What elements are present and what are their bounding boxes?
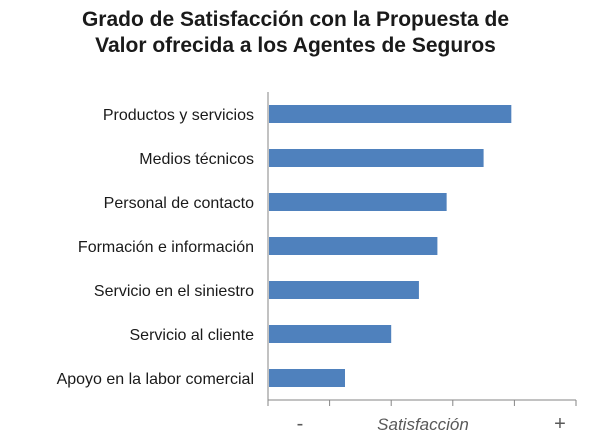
category-label: Medios técnicos <box>139 151 254 168</box>
x-axis-max-label: + <box>554 413 566 435</box>
x-axis-min-label: - <box>297 413 304 435</box>
category-label: Servicio al cliente <box>130 327 255 344</box>
category-label: Productos y servicios <box>103 107 254 124</box>
bar <box>269 237 438 255</box>
category-labels: Productos y servicios Medios técnicos Pers… <box>57 107 255 388</box>
x-axis-title: Satisfacción <box>377 415 469 434</box>
bars <box>269 105 512 387</box>
bar <box>269 325 392 343</box>
category-label: Servicio en el siniestro <box>94 283 254 300</box>
bar <box>269 149 484 167</box>
bar <box>269 105 512 123</box>
bar <box>269 193 447 211</box>
chart-title-line-2: Valor ofrecida a los Agentes de Seguros <box>95 34 496 57</box>
chart-title-line-1: Grado de Satisfacción con la Propuesta d… <box>81 8 510 31</box>
category-label: Apoyo en la labor comercial <box>57 371 254 388</box>
bar <box>269 369 345 387</box>
category-label: Personal de contacto <box>104 195 254 212</box>
bar <box>269 281 419 299</box>
x-axis-ticks <box>267 400 577 406</box>
chart-title: Grado de Satisfacción con la Propuesta d… <box>0 7 591 59</box>
category-label: Formación e información <box>78 239 254 256</box>
